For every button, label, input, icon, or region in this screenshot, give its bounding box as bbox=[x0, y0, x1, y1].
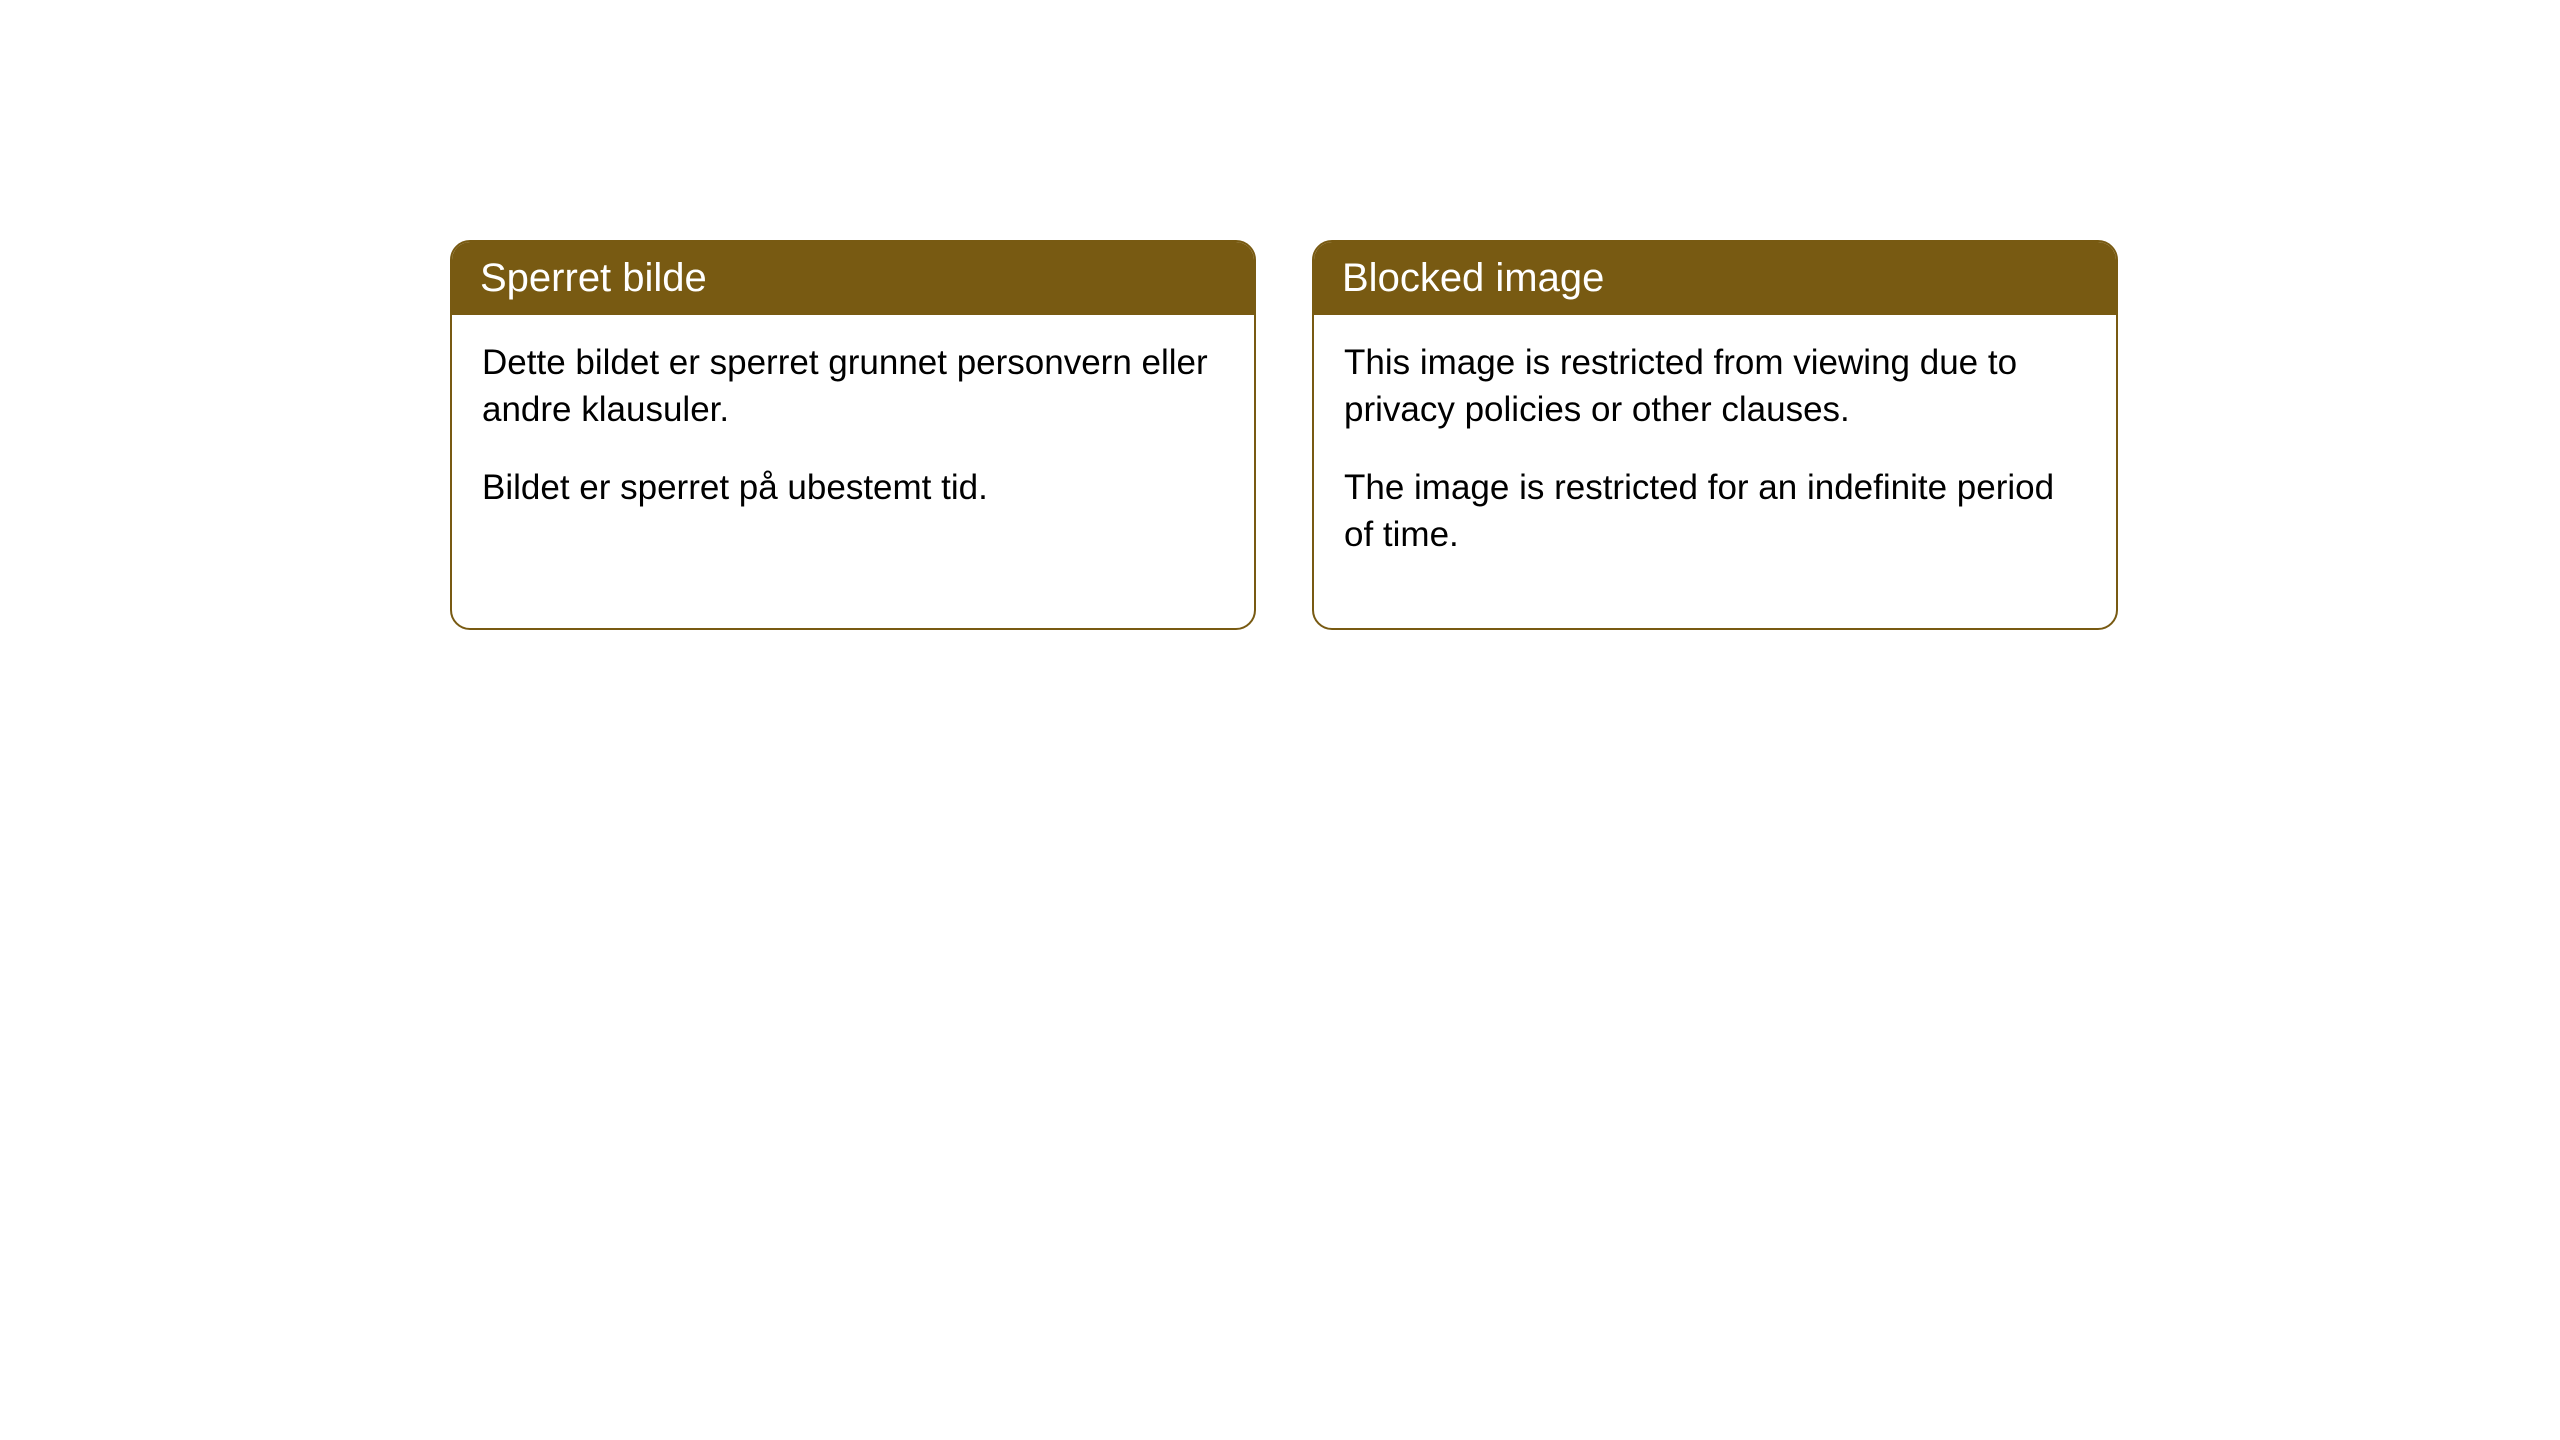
notice-paragraph: Bildet er sperret på ubestemt tid. bbox=[482, 464, 1224, 511]
notice-card-body: This image is restricted from viewing du… bbox=[1314, 315, 2116, 628]
notice-paragraph: The image is restricted for an indefinit… bbox=[1344, 464, 2086, 559]
notice-paragraph: This image is restricted from viewing du… bbox=[1344, 339, 2086, 434]
notice-paragraph: Dette bildet er sperret grunnet personve… bbox=[482, 339, 1224, 434]
notice-card-norwegian: Sperret bilde Dette bildet er sperret gr… bbox=[450, 240, 1256, 630]
notice-card-english: Blocked image This image is restricted f… bbox=[1312, 240, 2118, 630]
notice-title: Blocked image bbox=[1342, 256, 1604, 300]
notice-cards-container: Sperret bilde Dette bildet er sperret gr… bbox=[450, 240, 2560, 630]
notice-card-header: Sperret bilde bbox=[452, 242, 1254, 315]
notice-card-header: Blocked image bbox=[1314, 242, 2116, 315]
notice-title: Sperret bilde bbox=[480, 256, 707, 300]
notice-card-body: Dette bildet er sperret grunnet personve… bbox=[452, 315, 1254, 581]
